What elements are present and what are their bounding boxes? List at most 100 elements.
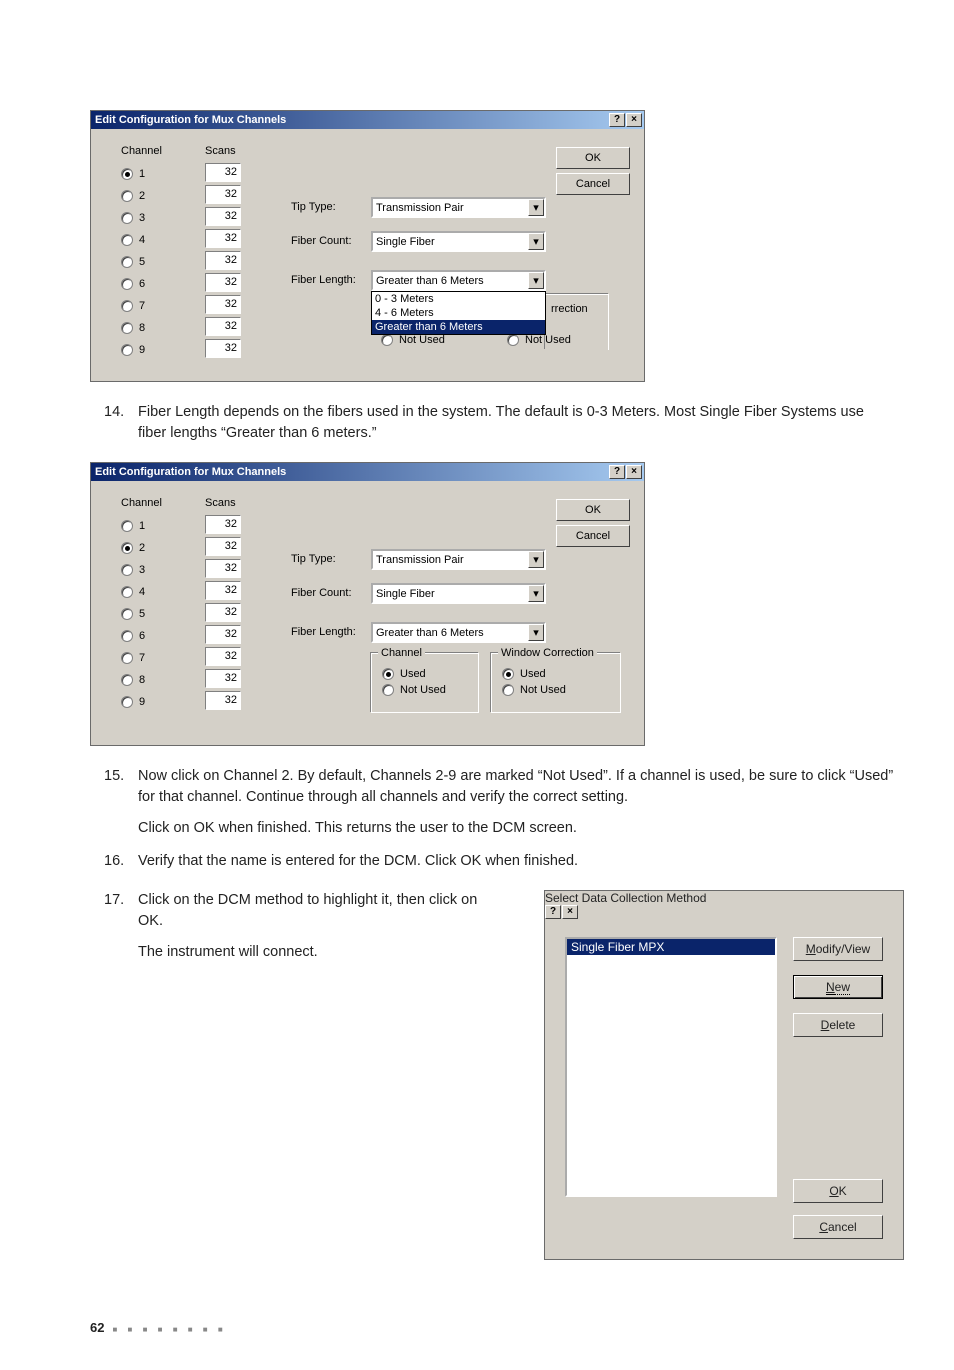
- scans-input-9[interactable]: 32: [205, 691, 241, 710]
- channel-radio-2[interactable]: [121, 190, 133, 202]
- channel-label: 6: [139, 278, 145, 290]
- fiber-length-combo[interactable]: Greater than 6 Meters ▾: [371, 622, 546, 643]
- step-17: 17. Click on the DCM method to highlight…: [104, 890, 485, 963]
- help-icon[interactable]: ?: [609, 465, 625, 479]
- channel-radio-5[interactable]: [121, 608, 133, 620]
- dialog-titlebar: Select Data Collection Method ? ×: [545, 891, 903, 919]
- scans-input-4[interactable]: 32: [205, 581, 241, 600]
- scans-input-3[interactable]: 32: [205, 559, 241, 578]
- dcm-list-item[interactable]: Single Fiber MPX: [567, 939, 775, 955]
- chevron-down-icon: ▾: [528, 199, 544, 216]
- scans-input-4[interactable]: 32: [205, 229, 241, 248]
- window-used-label: Used: [520, 668, 546, 680]
- channel-radio-5[interactable]: [121, 256, 133, 268]
- fiber-length-option[interactable]: 4 - 6 Meters: [372, 306, 545, 320]
- scans-input-3[interactable]: 32: [205, 207, 241, 226]
- titlebar-buttons: ? ×: [609, 465, 642, 479]
- fiber-count-combo[interactable]: Single Fiber ▾: [371, 231, 546, 252]
- close-icon[interactable]: ×: [562, 905, 578, 919]
- scans-input-6[interactable]: 32: [205, 625, 241, 644]
- scans-input-8[interactable]: 32: [205, 317, 241, 336]
- fiber-count-label: Fiber Count:: [291, 587, 352, 599]
- chevron-down-icon: ▾: [528, 272, 544, 289]
- new-button[interactable]: New: [793, 975, 883, 999]
- channel-radio-1[interactable]: [121, 520, 133, 532]
- channel-radio-6[interactable]: [121, 630, 133, 642]
- not-used-radio[interactable]: [381, 334, 393, 346]
- step-list: 17. Click on the DCM method to highlight…: [104, 890, 485, 963]
- scans-column: Scans 32 32 32 32 32 32 32 32 32: [205, 497, 255, 713]
- channel-label: 6: [139, 630, 145, 642]
- modify-view-button[interactable]: Modify/View: [793, 937, 883, 961]
- tip-type-combo[interactable]: Transmission Pair ▾: [371, 549, 546, 570]
- channel-radio-1[interactable]: [121, 168, 133, 180]
- channel-label: 4: [139, 234, 145, 246]
- scans-input-6[interactable]: 32: [205, 273, 241, 292]
- channel-radio-9[interactable]: [121, 696, 133, 708]
- help-icon[interactable]: ?: [545, 905, 561, 919]
- channel-radio-3[interactable]: [121, 212, 133, 224]
- dcm-body: Single Fiber MPX Modify/View New Delete …: [545, 919, 903, 1259]
- fiber-length-combo[interactable]: Greater than 6 Meters ▾: [371, 270, 546, 291]
- close-icon[interactable]: ×: [626, 113, 642, 127]
- step-number: 15.: [104, 766, 138, 787]
- select-dcm-dialog: Select Data Collection Method ? × Single…: [544, 890, 904, 1260]
- channel-label: 7: [139, 300, 145, 312]
- scans-input-5[interactable]: 32: [205, 251, 241, 270]
- cancel-button[interactable]: Cancel: [793, 1215, 883, 1239]
- ok-button[interactable]: OK: [793, 1179, 883, 1203]
- scans-input-7[interactable]: 32: [205, 647, 241, 666]
- ok-button[interactable]: OK: [556, 499, 630, 521]
- channel-notused-radio[interactable]: [382, 684, 394, 696]
- scans-input-7[interactable]: 32: [205, 295, 241, 314]
- channel-label: 4: [139, 586, 145, 598]
- scans-header: Scans: [205, 145, 255, 157]
- dialog-titlebar: Edit Configuration for Mux Channels ? ×: [91, 111, 644, 129]
- fiber-length-dropdown[interactable]: 0 - 3 Meters 4 - 6 Meters Greater than 6…: [371, 291, 546, 335]
- channel-radio-8[interactable]: [121, 674, 133, 686]
- channel-used-radio[interactable]: [382, 668, 394, 680]
- step-16: 16. Verify that the name is entered for …: [104, 851, 894, 872]
- scans-input-1[interactable]: 32: [205, 515, 241, 534]
- channel-radio-2[interactable]: [121, 542, 133, 554]
- fiber-count-combo[interactable]: Single Fiber ▾: [371, 583, 546, 604]
- fiber-length-option[interactable]: Greater than 6 Meters: [372, 320, 545, 334]
- channel-radio-9[interactable]: [121, 344, 133, 356]
- tip-type-combo[interactable]: Transmission Pair ▾: [371, 197, 546, 218]
- scans-input-8[interactable]: 32: [205, 669, 241, 688]
- channel-legend: Channel: [378, 647, 425, 659]
- not-used-radio[interactable]: [507, 334, 519, 346]
- scans-input-2[interactable]: 32: [205, 185, 241, 204]
- scans-input-9[interactable]: 32: [205, 339, 241, 358]
- tip-type-label: Tip Type:: [291, 201, 336, 213]
- cancel-button[interactable]: Cancel: [556, 525, 630, 547]
- ok-button[interactable]: OK: [556, 147, 630, 169]
- scans-input-2[interactable]: 32: [205, 537, 241, 556]
- fiber-length-option[interactable]: 0 - 3 Meters: [372, 292, 545, 306]
- channel-radio-3[interactable]: [121, 564, 133, 576]
- close-icon[interactable]: ×: [626, 465, 642, 479]
- channel-radio-7[interactable]: [121, 652, 133, 664]
- channel-radio-8[interactable]: [121, 322, 133, 334]
- fiber-count-value: Single Fiber: [376, 588, 435, 600]
- scans-input-5[interactable]: 32: [205, 603, 241, 622]
- cancel-button[interactable]: Cancel: [556, 173, 630, 195]
- step-number: 16.: [104, 851, 138, 872]
- channel-label: 8: [139, 674, 145, 686]
- channel-label: 7: [139, 652, 145, 664]
- channel-radio-4[interactable]: [121, 586, 133, 598]
- tip-type-label: Tip Type:: [291, 553, 336, 565]
- dcm-list[interactable]: Single Fiber MPX: [565, 937, 777, 1197]
- channel-radio-6[interactable]: [121, 278, 133, 290]
- window-used-radio[interactable]: [502, 668, 514, 680]
- fiber-length-value: Greater than 6 Meters: [376, 275, 484, 287]
- channel-label: 8: [139, 322, 145, 334]
- scans-input-1[interactable]: 32: [205, 163, 241, 182]
- help-icon[interactable]: ?: [609, 113, 625, 127]
- channel-radio-7[interactable]: [121, 300, 133, 312]
- window-notused-radio[interactable]: [502, 684, 514, 696]
- channel-radio-4[interactable]: [121, 234, 133, 246]
- channel-label: 9: [139, 344, 145, 356]
- delete-button[interactable]: Delete: [793, 1013, 883, 1037]
- fiber-length-label: Fiber Length:: [291, 274, 356, 286]
